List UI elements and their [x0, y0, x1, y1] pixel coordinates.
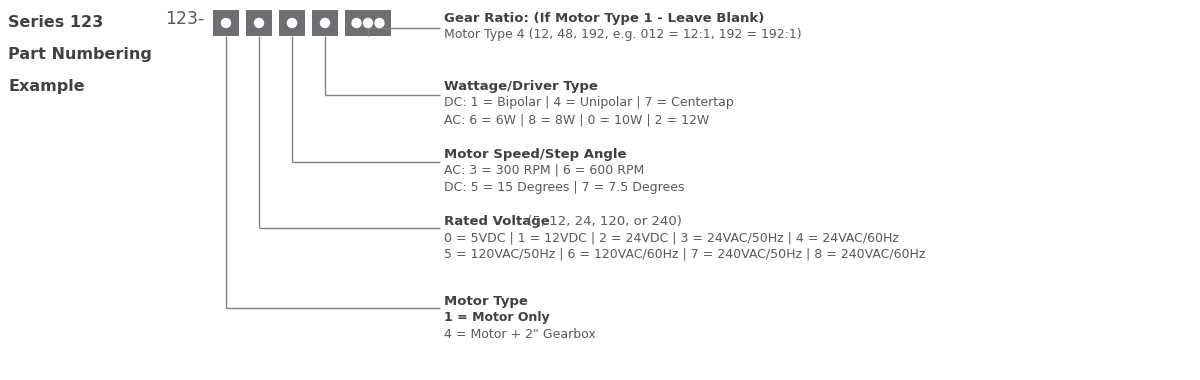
Circle shape — [374, 19, 384, 27]
Text: Example: Example — [8, 79, 85, 94]
Text: Wattage/Driver Type: Wattage/Driver Type — [444, 80, 598, 93]
Text: Part Numbering: Part Numbering — [8, 47, 152, 62]
Bar — [346, 10, 391, 36]
Text: Rated Voltage: Rated Voltage — [444, 215, 550, 228]
Circle shape — [222, 19, 230, 27]
Text: 1 = Motor Only: 1 = Motor Only — [444, 311, 550, 324]
Circle shape — [320, 19, 330, 27]
Bar — [214, 10, 239, 36]
Text: 5 = 120VAC/50Hz | 6 = 120VAC/60Hz | 7 = 240VAC/50Hz | 8 = 240VAC/60Hz: 5 = 120VAC/50Hz | 6 = 120VAC/60Hz | 7 = … — [444, 248, 925, 261]
Text: Gear Ratio: (If Motor Type 1 - Leave Blank): Gear Ratio: (If Motor Type 1 - Leave Bla… — [444, 12, 764, 25]
Text: 123-: 123- — [166, 10, 204, 28]
Text: (5, 12, 24, 120, or 240): (5, 12, 24, 120, or 240) — [523, 215, 682, 228]
Text: 4 = Motor + 2" Gearbox: 4 = Motor + 2" Gearbox — [444, 328, 595, 341]
Bar — [312, 10, 338, 36]
Bar — [246, 10, 272, 36]
Circle shape — [364, 19, 372, 27]
Text: AC: 3 = 300 RPM | 6 = 600 RPM: AC: 3 = 300 RPM | 6 = 600 RPM — [444, 164, 644, 177]
Text: Motor Type: Motor Type — [444, 295, 528, 308]
Text: DC: 5 = 15 Degrees | 7 = 7.5 Degrees: DC: 5 = 15 Degrees | 7 = 7.5 Degrees — [444, 181, 684, 194]
Circle shape — [254, 19, 264, 27]
Circle shape — [352, 19, 361, 27]
Bar — [278, 10, 305, 36]
Text: Series 123: Series 123 — [8, 15, 103, 30]
Text: 0 = 5VDC | 1 = 12VDC | 2 = 24VDC | 3 = 24VAC/50Hz | 4 = 24VAC/60Hz: 0 = 5VDC | 1 = 12VDC | 2 = 24VDC | 3 = 2… — [444, 231, 899, 244]
Text: Motor Speed/Step Angle: Motor Speed/Step Angle — [444, 148, 626, 161]
Text: AC: 6 = 6W | 8 = 8W | 0 = 10W | 2 = 12W: AC: 6 = 6W | 8 = 8W | 0 = 10W | 2 = 12W — [444, 113, 709, 126]
Circle shape — [288, 19, 296, 27]
Text: Motor Type 4 (12, 48, 192, e.g. 012 = 12:1, 192 = 192:1): Motor Type 4 (12, 48, 192, e.g. 012 = 12… — [444, 28, 802, 41]
Text: DC: 1 = Bipolar | 4 = Unipolar | 7 = Centertap: DC: 1 = Bipolar | 4 = Unipolar | 7 = Cen… — [444, 96, 733, 109]
